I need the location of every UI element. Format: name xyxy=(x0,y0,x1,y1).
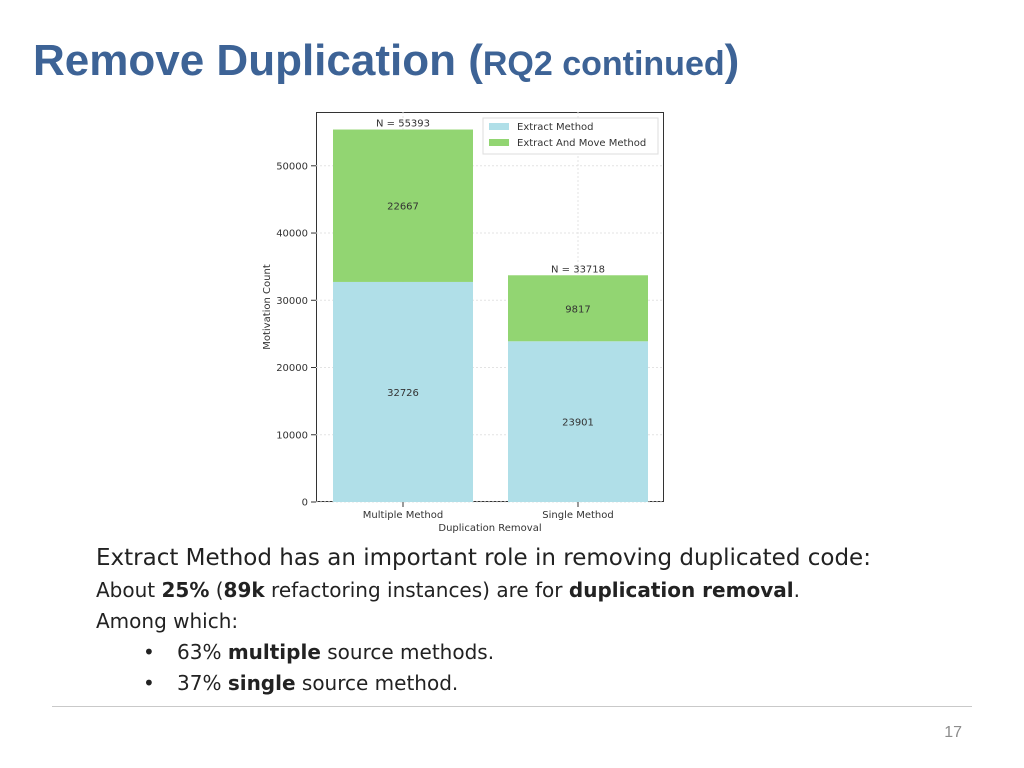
footer-divider xyxy=(52,706,972,707)
bullet-rest: source methods. xyxy=(320,640,495,664)
summary-line: Extract Method has an important role in … xyxy=(96,545,871,571)
title-end: ) xyxy=(724,36,740,85)
bullet-item: • 37% single source method. xyxy=(143,668,871,699)
y-tick-label: 50000 xyxy=(276,161,308,172)
bars xyxy=(333,129,648,502)
detail-prefix: About xyxy=(96,578,162,602)
slide-body: Extract Method has an important role in … xyxy=(96,541,871,699)
bullet-highlight: multiple xyxy=(227,640,321,664)
detail-middle: refactoring instances) are for xyxy=(264,578,569,602)
data-label: 9817 xyxy=(565,304,590,315)
data-label: 23901 xyxy=(562,418,594,429)
bullet-percent: 63% xyxy=(177,640,228,664)
y-axis-ticks: 0 10000 20000 30000 40000 50000 Multiple Metho… xyxy=(276,161,614,521)
bar-segment xyxy=(508,275,648,342)
legend-box xyxy=(482,117,659,155)
y-tick-label: 30000 xyxy=(276,296,308,307)
legend-label-extract-and-move: Extract And Move Method xyxy=(517,138,646,149)
data-labels: 32726 22667 N = 55393 23901 9817 N = 33718 xyxy=(376,119,605,429)
total-label: N = 55393 xyxy=(376,119,430,130)
total-label: N = 33718 xyxy=(551,264,605,275)
x-axis-label: Duplication Removal xyxy=(438,523,541,534)
percent-highlight: 25% xyxy=(161,578,210,602)
page-number: 17 xyxy=(944,724,962,741)
legend-swatch-extract-and-move xyxy=(489,139,509,146)
detail-line: About 25% (89k refactoring instances) ar… xyxy=(96,575,871,606)
y-tick-label: 40000 xyxy=(276,229,308,240)
bullet-icon: • xyxy=(143,640,155,664)
bullet-list: • 63% multiple source methods. • 37% singl… xyxy=(96,637,871,699)
detail-end: . xyxy=(793,578,800,602)
duplication-highlight: duplication removal xyxy=(568,578,794,602)
bar-segment xyxy=(333,129,473,282)
data-label: 32726 xyxy=(387,388,419,399)
among-line: Among which: xyxy=(96,609,239,633)
bullet-percent: 37% xyxy=(177,671,228,695)
legend-label-extract-method: Extract Method xyxy=(517,122,594,133)
y-axis-label: Motivation Count xyxy=(262,264,273,350)
detail-paren: ( xyxy=(209,578,224,602)
legend-swatch-extract-method xyxy=(489,123,509,130)
slide-title: Remove Duplication (RQ2 continued) xyxy=(33,36,739,86)
y-tick-label: 0 xyxy=(302,498,308,509)
bar-segment xyxy=(508,341,648,502)
title-sub: RQ2 continued xyxy=(482,45,725,83)
count-highlight: 89k xyxy=(223,578,265,602)
y-tick-label: 20000 xyxy=(276,363,308,374)
legend: Extract Method Extract And Move Method xyxy=(482,117,659,155)
stacked-bar-chart: 0 10000 20000 30000 40000 50000 Multiple Metho… xyxy=(262,112,664,534)
data-label: 22667 xyxy=(387,202,419,213)
bar-segment xyxy=(333,281,473,502)
bullet-icon: • xyxy=(143,671,155,695)
x-tick-label: Multiple Method xyxy=(363,510,443,521)
y-tick-label: 10000 xyxy=(276,430,308,441)
title-main: Remove Duplication ( xyxy=(33,36,483,85)
x-tick-label: Single Method xyxy=(542,510,613,521)
bullet-highlight: single xyxy=(227,671,296,695)
bullet-rest: source method. xyxy=(295,671,459,695)
bullet-item: • 63% multiple source methods. xyxy=(143,637,871,668)
